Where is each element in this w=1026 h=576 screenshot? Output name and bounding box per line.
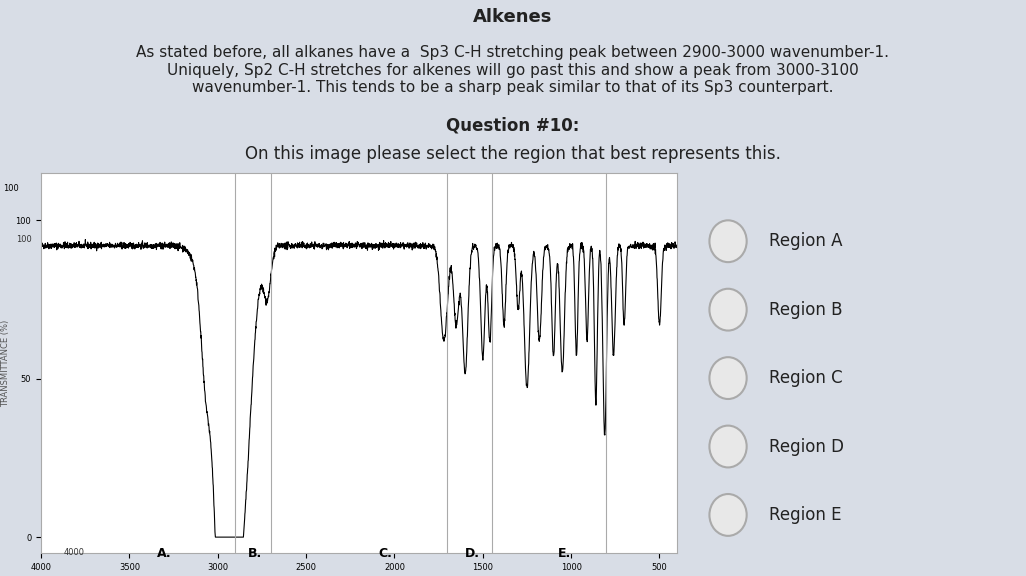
Text: Region C: Region C bbox=[768, 369, 842, 387]
Text: B.: B. bbox=[247, 547, 262, 560]
Circle shape bbox=[709, 426, 747, 468]
Text: Region E: Region E bbox=[768, 506, 841, 524]
Circle shape bbox=[709, 494, 747, 536]
Text: 100: 100 bbox=[3, 184, 18, 193]
Circle shape bbox=[709, 289, 747, 331]
Text: C.: C. bbox=[379, 547, 393, 560]
Circle shape bbox=[709, 357, 747, 399]
Text: A.: A. bbox=[157, 547, 172, 560]
Text: As stated before, all alkanes have a  Sp3 C-H stretching peak between 2900-3000 : As stated before, all alkanes have a Sp3… bbox=[136, 45, 890, 95]
Text: Region D: Region D bbox=[768, 438, 843, 456]
Text: Region A: Region A bbox=[768, 232, 842, 250]
Text: 100: 100 bbox=[16, 236, 32, 244]
Text: Alkenes: Alkenes bbox=[473, 8, 553, 26]
Y-axis label: TRANSMITTANCE (%): TRANSMITTANCE (%) bbox=[1, 319, 10, 407]
Text: Question #10:: Question #10: bbox=[446, 116, 580, 134]
Text: On this image please select the region that best represents this.: On this image please select the region t… bbox=[245, 145, 781, 163]
Text: 4000: 4000 bbox=[64, 548, 85, 558]
Text: E.: E. bbox=[557, 547, 570, 560]
Circle shape bbox=[709, 221, 747, 262]
Text: Region B: Region B bbox=[768, 301, 842, 319]
Text: D.: D. bbox=[465, 547, 480, 560]
